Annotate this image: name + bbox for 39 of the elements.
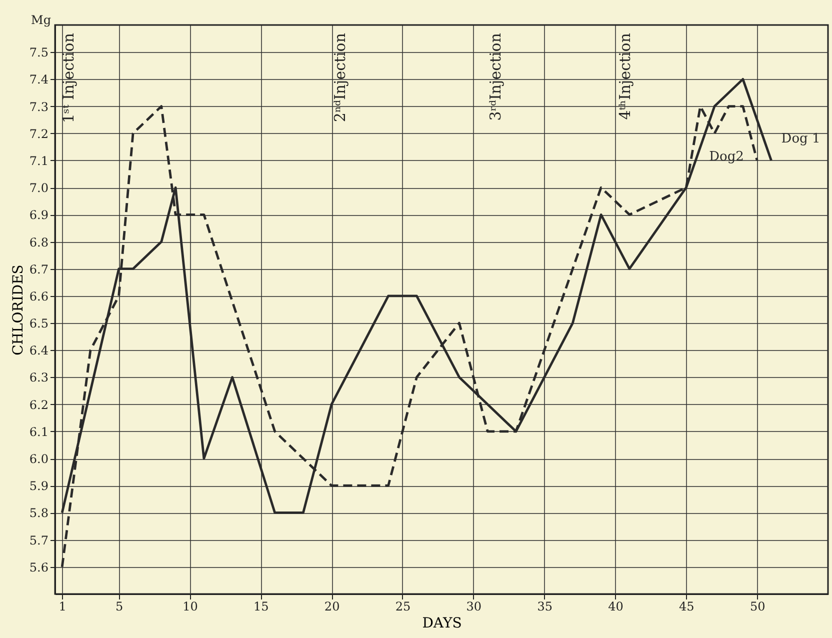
y-tick-label: 7.5 [29, 46, 48, 60]
y-tick-label: 6.3 [29, 370, 48, 385]
x-axis-title: DAYS [422, 616, 462, 632]
x-tick-label: 5 [116, 600, 124, 614]
series-label: Dog 1 [781, 131, 820, 146]
y-tick-label: 6.2 [29, 398, 48, 412]
x-tick-label: 1 [58, 600, 66, 614]
y-tick-label: 7.3 [29, 100, 48, 114]
y-tick-label: 7.4 [29, 72, 49, 87]
y-tick-label: 7.1 [29, 154, 48, 168]
y-tick-label: 6.1 [29, 424, 48, 439]
annotation: 1ˢᵗ Injection [59, 32, 78, 124]
y-tick-label: 6.9 [29, 208, 48, 222]
x-tick-label: 20 [324, 600, 340, 614]
y-tick-label: 7.0 [29, 181, 48, 196]
y-tick-label: 5.7 [29, 533, 48, 548]
x-tick-label: 35 [537, 600, 552, 614]
y-tick-label: 6.6 [29, 289, 48, 304]
annotation: 4ᵗʰInjection [616, 32, 634, 120]
x-tick-label: 40 [608, 600, 624, 614]
x-tick-label: 25 [395, 600, 411, 614]
text: Mg [31, 13, 52, 27]
y-tick-label: 5.6 [29, 560, 48, 574]
y-tick-label: 5.8 [29, 506, 48, 520]
y-tick-label: 6.8 [29, 235, 48, 250]
x-tick-label: 50 [750, 600, 766, 614]
x-tick-label: 30 [466, 600, 482, 614]
x-tick-label: 15 [254, 600, 269, 614]
x-tick-label: 10 [182, 600, 198, 614]
y-tick-label: 6.4 [29, 344, 49, 358]
x-tick-label: 45 [679, 600, 694, 614]
y-tick-label: 6.0 [29, 452, 48, 466]
y-tick-label: 6.7 [29, 262, 48, 276]
y-tick-label: 6.5 [29, 316, 48, 331]
annotation: 2ⁿᵈInjection [330, 32, 349, 122]
y-tick-label: 5.9 [29, 479, 48, 494]
annotation: 3ʳᵈInjection [486, 32, 504, 121]
y-axis-title: CHLORIDES [10, 264, 26, 356]
y-tick-label: 7.2 [29, 126, 48, 141]
